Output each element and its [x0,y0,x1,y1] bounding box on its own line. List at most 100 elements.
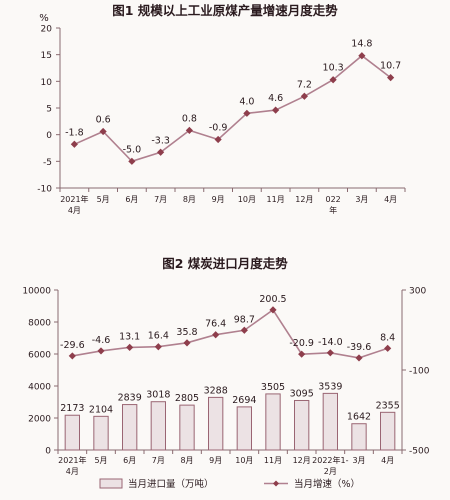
chart2-bar [93,415,109,451]
chart1-data-point [128,157,136,165]
chart1-x-tick-label: 4月 [68,206,81,215]
chart2-x-tick-label: 12月 [293,456,311,465]
chart1-data-point [272,106,280,114]
legend-swatch-marker [273,480,279,487]
chart2-title: 图2 煤炭进口月度走势 [162,256,288,271]
chart2-bar [294,399,310,451]
chart2-x-tick-label: 5月 [94,456,107,465]
chart1-y-tick-label: -10 [37,185,52,195]
chart1-x-tick-label: 7月 [154,195,167,204]
chart1-x-tick-label: 4月 [384,195,397,204]
chart1-x-tick-label: 11月 [267,195,285,204]
chart2-left-tick-label: 0 [45,447,51,457]
chart2-bar-label: 2355 [376,400,400,411]
chart2-growth-point [97,347,105,355]
chart2-growth-label: 98.7 [234,314,255,325]
legend-label-bar: 当月进口量（万吨） [128,478,214,490]
chart2-x-tick-label: 6月 [123,456,136,465]
chart2-bar-label: 1642 [347,412,371,423]
chart2-growth-point [355,354,363,362]
chart2-x-tick-label: 10月 [235,456,253,465]
chart2-growth-label: -14.0 [318,337,343,348]
chart1-y-tick-label: 10 [41,78,53,88]
chart1-data-label: -1.8 [65,127,84,138]
chart2-growth-label: -29.6 [60,340,85,351]
chart1-x-tick-label: 9月 [212,195,225,204]
chart2-bar-label: 2104 [89,404,113,415]
chart2-growth-point [298,350,306,358]
chart2-growth-point [183,339,191,347]
chart1-data-label: 4.6 [268,93,283,104]
chart2-growth-point [154,343,162,351]
chart1-data-label: 7.2 [297,79,312,90]
chart2-bar-label: 2839 [118,393,142,404]
chart1-data-label: -5.0 [123,144,142,155]
chart2-bar [150,401,167,451]
chart2-x-tick-label: 4月 [66,467,79,476]
chart2-bar-label: 3539 [318,381,342,392]
legend-label-line: 当月增速（%） [294,478,360,490]
chart1-data-point [214,135,222,144]
chart1-data-label: 4.0 [239,96,254,107]
chart1-data-point [99,127,107,136]
chart1-x-tick-label: 6月 [125,195,138,204]
chart2-bar [64,414,80,451]
chart2-bar-label: 2694 [232,395,256,406]
chart1-x-tick-label: 022 [325,195,340,204]
chart2-growth-label: -20.9 [289,338,314,349]
chart1-data-label: -3.3 [151,135,170,146]
chart2-bar [380,411,396,451]
chart2-growth-point [126,343,134,351]
chart2-bar-label: 3288 [204,385,228,396]
chart2-bar [179,404,195,451]
chart2-x-tick-label: 2月 [324,467,337,476]
chart2-bar-label: 3505 [261,382,285,393]
chart2-bar-label: 3018 [146,390,170,401]
chart2-bar [351,423,367,451]
chart1-data-point [300,92,308,100]
chart1-title: 图1 规模以上工业原煤产量增速月度走势 [112,3,338,18]
chart1-x-tick-label: 5月 [97,195,110,204]
chart2-growth-label: -39.6 [347,342,372,353]
chart2-x-tick-label: 4月 [381,456,394,465]
chart2-growth-point [384,344,392,352]
chart2-bar-label: 2173 [60,403,84,414]
chart1-y-tick-label: -5 [43,158,52,168]
chart1-data-label: -0.9 [209,122,228,133]
chart1-y-tick-label: 20 [41,25,53,35]
chart2-growth-label: 16.4 [148,331,169,342]
chart2-growth-point [326,349,334,357]
chart2-x-tick-label: 3月 [352,456,365,465]
chart1-y-tick-label: 0 [46,131,52,141]
legend-swatch-bar [99,478,123,489]
chart1-data-label: 10.3 [323,63,344,74]
chart1-x-tick-label: 8月 [183,195,196,204]
chart1-x-tick-label: 3月 [355,195,368,204]
chart2-x-tick-label: 2021年 [58,455,86,465]
chart2-growth-point [68,352,76,360]
chart2-left-tick-label: 10000 [22,287,51,297]
chart2-right-tick-label: -100 [409,367,430,377]
chart1-y-tick-label: 15 [41,51,52,61]
chart2-growth-label: 200.5 [259,294,286,305]
chart2-growth-point [212,331,220,339]
chart1: 20 15 10 5 0 -5 -10 2021年 4月 5月 6月 7月 8月 9月 10月 11月 12月 0… [37,25,406,215]
chart1-data-label: 0.8 [182,113,197,124]
chart2-right-tick-label: 300 [409,287,426,297]
chart1-x-tick-label: 10月 [238,195,256,204]
chart1-x-tick-label: 2021年 [60,194,88,204]
chart2-growth-label: 35.8 [176,327,197,338]
chart2-bar-label: 3095 [290,388,314,399]
chart1-data-point [329,76,337,84]
chart2-bar [236,406,253,451]
chart1-data-label: 14.8 [351,39,372,50]
chart1-data-point [157,148,165,156]
chart2-bar [265,393,281,451]
chart1-data-label: 10.7 [380,61,401,72]
chart2-legend: 当月进口量（万吨） 当月增速（%） [99,478,360,490]
chart2-growth-point [240,326,248,334]
chart1-data-point [70,140,78,148]
chart2-bar [122,404,138,451]
